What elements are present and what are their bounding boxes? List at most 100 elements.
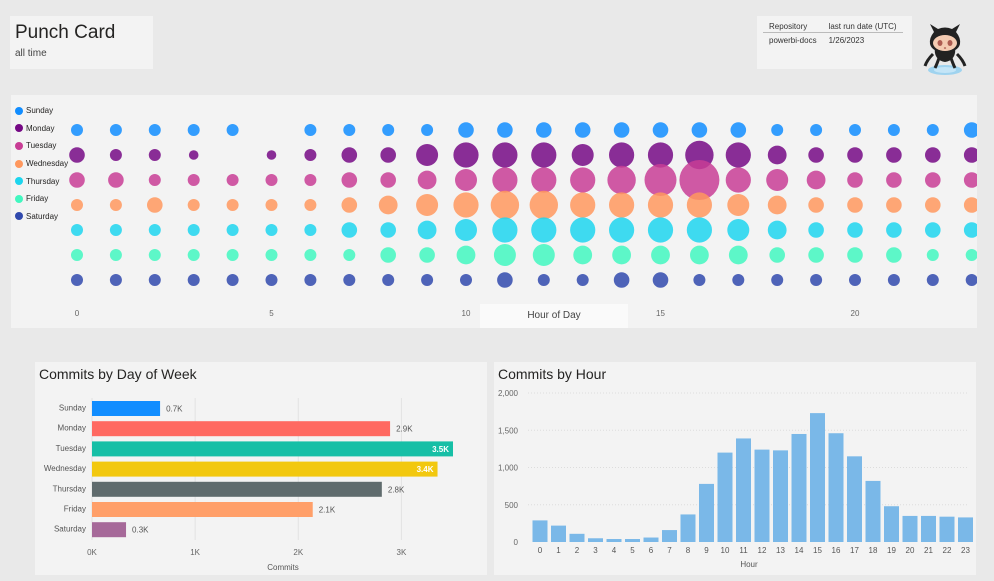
bubble-wednesday-6[interactable] <box>304 199 317 211</box>
bubble-friday-1[interactable] <box>109 249 122 261</box>
bubble-friday-7[interactable] <box>343 249 356 261</box>
bubble-monday-22[interactable] <box>925 147 941 163</box>
bubble-monday-12[interactable] <box>531 142 557 168</box>
bubble-saturday-18[interactable] <box>771 274 784 286</box>
bubble-thursday-15[interactable] <box>647 217 674 243</box>
bubble-friday-23[interactable] <box>965 249 977 261</box>
bubble-saturday-2[interactable] <box>148 274 161 286</box>
bubble-tuesday-13[interactable] <box>570 167 596 193</box>
bubble-saturday-9[interactable] <box>421 274 434 286</box>
bubble-monday-23[interactable] <box>963 147 977 163</box>
bubble-thursday-18[interactable] <box>767 220 787 240</box>
bubble-tuesday-4[interactable] <box>226 174 239 186</box>
bar-hour-15[interactable] <box>810 413 825 542</box>
bar-saturday[interactable] <box>92 522 127 538</box>
bubble-friday-12[interactable] <box>532 244 555 266</box>
bubble-friday-16[interactable] <box>690 245 709 265</box>
bubble-friday-6[interactable] <box>304 249 317 261</box>
bubble-tuesday-1[interactable] <box>108 172 124 188</box>
bubble-thursday-1[interactable] <box>109 224 122 236</box>
bubble-sunday-10[interactable] <box>458 122 474 138</box>
bubble-wednesday-16[interactable] <box>686 192 713 218</box>
bubble-monday-6[interactable] <box>304 149 317 161</box>
last-run-date-column-header[interactable]: last run date (UTC) <box>822 21 903 33</box>
bubble-sunday-7[interactable] <box>343 124 356 136</box>
bar-friday[interactable] <box>92 502 313 517</box>
bubble-sunday-8[interactable] <box>382 124 395 136</box>
bar-hour-23[interactable] <box>958 517 973 542</box>
bubble-sunday-12[interactable] <box>536 122 552 138</box>
bubble-sunday-18[interactable] <box>771 124 784 136</box>
bubble-thursday-4[interactable] <box>226 224 239 236</box>
bubble-tuesday-0[interactable] <box>69 172 85 188</box>
bubble-saturday-6[interactable] <box>304 274 317 286</box>
bubble-thursday-8[interactable] <box>380 222 397 238</box>
bar-hour-5[interactable] <box>625 539 640 542</box>
bubble-monday-10[interactable] <box>453 142 479 168</box>
bubble-wednesday-10[interactable] <box>453 192 479 218</box>
bubble-sunday-21[interactable] <box>887 124 900 136</box>
bubble-tuesday-15[interactable] <box>644 164 677 196</box>
bubble-saturday-12[interactable] <box>537 274 550 286</box>
bubble-sunday-4[interactable] <box>226 124 239 136</box>
bubble-monday-9[interactable] <box>416 144 439 166</box>
bubble-thursday-14[interactable] <box>609 217 635 243</box>
bubble-friday-15[interactable] <box>651 245 670 265</box>
bubble-monday-17[interactable] <box>725 142 751 168</box>
bubble-thursday-22[interactable] <box>925 222 941 238</box>
bubble-thursday-12[interactable] <box>531 217 557 243</box>
bubble-sunday-6[interactable] <box>304 124 317 136</box>
bar-hour-16[interactable] <box>828 433 844 542</box>
bubble-sunday-1[interactable] <box>109 124 122 136</box>
legend-item-saturday[interactable]: Saturday <box>15 208 68 226</box>
bubble-thursday-5[interactable] <box>265 224 278 236</box>
bubble-saturday-4[interactable] <box>226 274 239 286</box>
bubble-friday-11[interactable] <box>493 244 516 266</box>
bubble-friday-3[interactable] <box>187 249 200 261</box>
bubble-saturday-15[interactable] <box>652 272 669 288</box>
bubble-thursday-0[interactable] <box>71 224 83 236</box>
bubble-wednesday-19[interactable] <box>808 197 824 213</box>
bubble-saturday-3[interactable] <box>187 274 200 286</box>
bubble-tuesday-6[interactable] <box>304 174 317 186</box>
bubble-tuesday-5[interactable] <box>265 174 278 186</box>
legend-item-monday[interactable]: Monday <box>15 120 68 138</box>
bubble-sunday-3[interactable] <box>187 124 200 136</box>
bubble-wednesday-3[interactable] <box>187 199 200 211</box>
bubble-saturday-20[interactable] <box>849 274 861 286</box>
bar-hour-9[interactable] <box>699 483 714 542</box>
bubble-thursday-19[interactable] <box>808 222 824 238</box>
bar-hour-6[interactable] <box>643 537 659 542</box>
bubble-saturday-0[interactable] <box>71 274 83 286</box>
bubble-wednesday-12[interactable] <box>529 190 558 220</box>
bubble-monday-20[interactable] <box>847 147 863 163</box>
bar-hour-0[interactable] <box>532 520 548 542</box>
bubble-thursday-9[interactable] <box>417 220 437 240</box>
bubble-monday-2[interactable] <box>148 149 161 161</box>
bubble-monday-11[interactable] <box>492 142 518 168</box>
bubble-saturday-10[interactable] <box>460 274 472 286</box>
bar-hour-11[interactable] <box>736 438 751 542</box>
bubble-wednesday-18[interactable] <box>767 195 787 215</box>
bubble-thursday-20[interactable] <box>847 222 863 238</box>
bubble-monday-15[interactable] <box>647 142 674 168</box>
bubble-tuesday-16[interactable] <box>679 160 720 200</box>
bubble-wednesday-8[interactable] <box>378 195 398 215</box>
bubble-saturday-7[interactable] <box>343 274 356 286</box>
bubble-tuesday-18[interactable] <box>766 169 789 191</box>
bubble-sunday-20[interactable] <box>849 124 861 136</box>
bubble-friday-13[interactable] <box>573 245 593 265</box>
bubble-friday-18[interactable] <box>769 247 785 263</box>
bubble-thursday-13[interactable] <box>570 217 596 243</box>
bar-hour-7[interactable] <box>662 530 677 542</box>
bar-hour-20[interactable] <box>902 515 918 542</box>
bubble-wednesday-17[interactable] <box>727 194 750 216</box>
bar-hour-4[interactable] <box>606 539 622 542</box>
bubble-sunday-22[interactable] <box>926 124 939 136</box>
bubble-tuesday-22[interactable] <box>925 172 941 188</box>
bubble-saturday-1[interactable] <box>109 274 122 286</box>
bubble-sunday-11[interactable] <box>497 122 513 138</box>
bubble-wednesday-20[interactable] <box>847 197 863 213</box>
bubble-saturday-17[interactable] <box>732 274 745 286</box>
bubble-tuesday-20[interactable] <box>847 172 863 188</box>
